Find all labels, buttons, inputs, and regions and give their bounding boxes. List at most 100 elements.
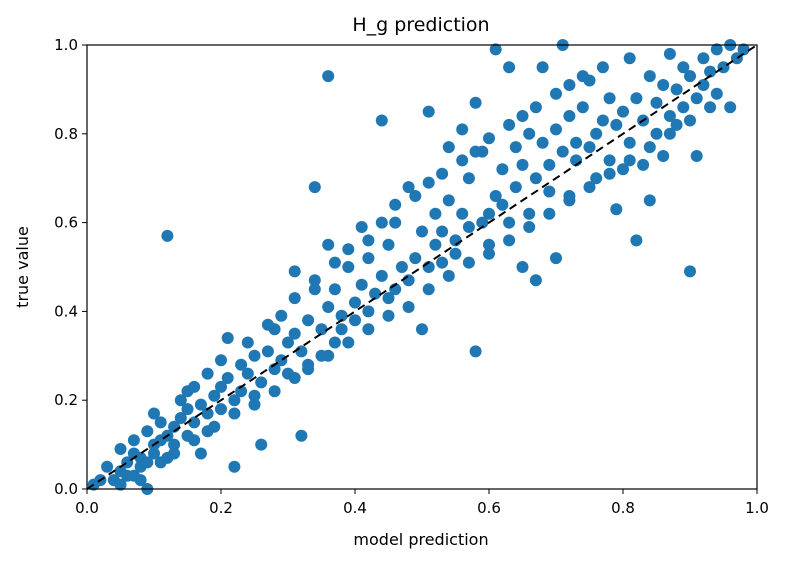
x-tick-label: 1.0 [745, 499, 769, 517]
scatter-point [483, 207, 495, 220]
scatter-point [536, 61, 549, 74]
scatter-point [168, 438, 181, 451]
scatter-point [355, 278, 368, 291]
scatter-point [462, 221, 475, 233]
scatter-point [576, 70, 589, 83]
scatter-point [570, 136, 583, 149]
scatter-point [174, 394, 187, 407]
scatter-point [375, 114, 388, 127]
scatter-point [503, 234, 516, 247]
scatter-point [154, 456, 167, 469]
scatter-point [422, 176, 435, 189]
scatter-point [684, 70, 696, 83]
scatter-point [395, 261, 408, 273]
scatter-point [623, 154, 636, 167]
scatter-point [235, 385, 248, 398]
scatter-point [215, 380, 227, 393]
y-tick-label: 0.6 [54, 214, 78, 232]
scatter-point [148, 447, 160, 460]
scatter-point [308, 283, 321, 296]
scatter-point [161, 229, 174, 242]
scatter-point [623, 136, 636, 149]
scatter-point [483, 132, 495, 145]
scatter-point [657, 150, 670, 162]
scatter-point [503, 61, 516, 74]
scatter-point [241, 336, 254, 349]
scatter-point [322, 238, 335, 251]
scatter-point [174, 412, 187, 424]
scatter-point [282, 336, 294, 349]
scatter-point [295, 429, 308, 442]
scatter-point [228, 407, 241, 420]
scatter-point [422, 105, 435, 118]
scatter-point [483, 238, 495, 251]
scatter-point [215, 354, 227, 367]
scatter-point [469, 145, 482, 158]
scatter-point [462, 172, 475, 185]
scatter-point [295, 345, 308, 358]
scatter-point [248, 389, 261, 402]
scatter-point [228, 394, 241, 407]
scatter-point [221, 332, 234, 344]
scatter-point [362, 305, 375, 318]
scatter-point [101, 460, 114, 473]
scatter-point [469, 96, 482, 109]
scatter-point [429, 207, 442, 220]
scatter-point [349, 296, 361, 309]
scatter-point [710, 43, 723, 56]
scatter-point [523, 207, 536, 220]
scatter-point [596, 61, 609, 74]
scatter-point [114, 443, 127, 455]
scatter-point [603, 154, 616, 167]
scatter-point [704, 65, 717, 78]
y-tick-label: 0.2 [54, 391, 78, 409]
scatter-point [710, 87, 723, 100]
scatter-point [201, 407, 214, 420]
scatter-point [456, 154, 469, 167]
y-tick-label: 0.8 [54, 125, 78, 143]
scatter-point [516, 110, 529, 122]
scatter-point [168, 447, 181, 460]
scatter-point [436, 256, 449, 269]
scatter-point [308, 181, 321, 194]
scatter-point [657, 79, 670, 91]
scatter-point [523, 221, 536, 233]
scatter-point [375, 216, 388, 229]
scatter-point [288, 292, 301, 305]
scatter-point [275, 354, 288, 367]
scatter-point [650, 96, 663, 109]
scatter-point [382, 292, 395, 305]
scatter-point [623, 52, 636, 65]
scatter-point [416, 323, 428, 336]
scatter-point [134, 474, 147, 487]
scatter-point [603, 92, 616, 105]
scatter-point [590, 127, 603, 140]
scatter-point [684, 265, 696, 278]
scatter-point [389, 198, 402, 211]
scatter-point [268, 385, 281, 398]
scatter-point [308, 274, 321, 287]
scatter-point [509, 141, 522, 154]
scatter-point [704, 101, 717, 114]
scatter-point [737, 43, 750, 56]
scatter-point [302, 314, 315, 327]
scatter-point [241, 367, 254, 380]
scatter-point [194, 398, 207, 411]
scatter-point [389, 216, 402, 229]
scatter-point [442, 141, 455, 154]
scatter-point [496, 198, 509, 211]
scatter-point [255, 438, 268, 451]
scatter-point [563, 110, 576, 122]
reference-line [86, 44, 758, 490]
scatter-point [328, 256, 341, 269]
scatter-point [489, 190, 502, 202]
scatter-point [402, 274, 415, 287]
scatter-point [302, 363, 315, 376]
scatter-point [188, 434, 201, 447]
y-tick-label: 1.0 [54, 36, 78, 54]
scatter-point [643, 70, 656, 83]
points-layer [87, 39, 750, 495]
scatter-point [462, 256, 475, 269]
scatter-point [536, 136, 549, 149]
scatter-point [610, 118, 623, 131]
